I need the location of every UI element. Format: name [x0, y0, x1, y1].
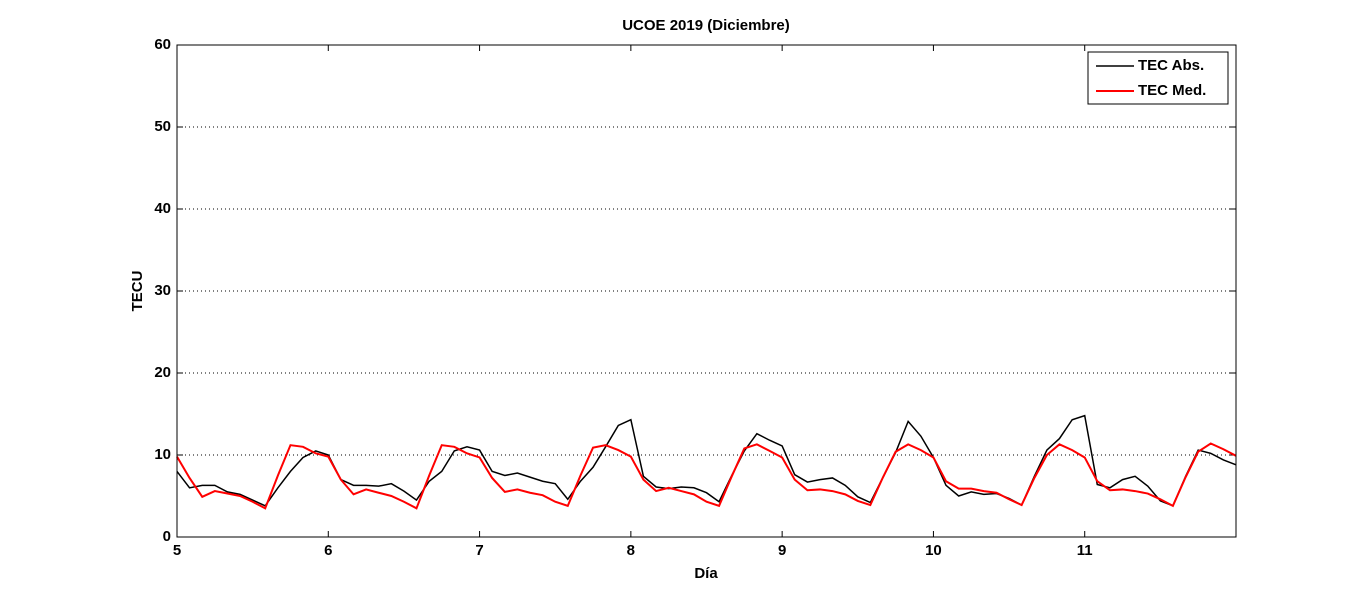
- series-line: [176, 414, 1237, 507]
- x-tick-label: 8: [627, 542, 635, 559]
- y-tick-label: 40: [154, 200, 171, 217]
- y-tick-label: 10: [154, 446, 171, 463]
- y-tick-label: 60: [154, 36, 171, 53]
- legend-label: TEC Med.: [1138, 82, 1206, 99]
- y-tick-label: 20: [154, 364, 171, 381]
- y-tick-label: 50: [154, 118, 171, 135]
- x-tick-label: 5: [173, 542, 181, 559]
- x-tick-label: 10: [925, 542, 942, 559]
- legend-label: TEC Abs.: [1138, 57, 1204, 74]
- y-axis-label: TECU: [129, 271, 146, 312]
- x-tick-label: 7: [475, 542, 483, 559]
- y-tick-label: 0: [163, 528, 171, 545]
- y-tick-label: 30: [154, 282, 171, 299]
- x-tick-label: 9: [778, 542, 786, 559]
- series-line: [176, 442, 1237, 510]
- x-tick-label: 11: [1077, 542, 1093, 559]
- x-tick-label: 6: [324, 542, 332, 559]
- legend-box: [1087, 51, 1229, 105]
- x-axis-label: Día: [694, 565, 718, 582]
- chart-title: UCOE 2019 (Diciembre): [622, 17, 790, 34]
- plot-frame: [176, 44, 1237, 538]
